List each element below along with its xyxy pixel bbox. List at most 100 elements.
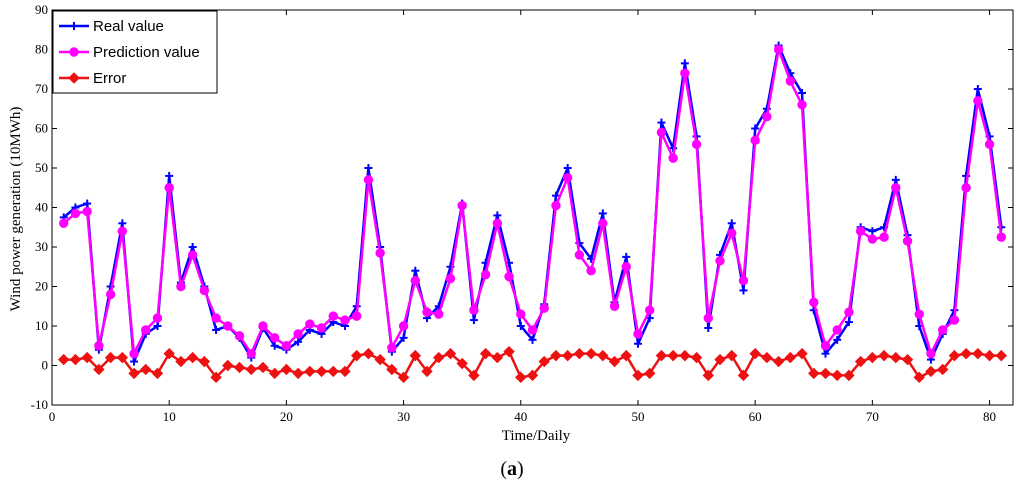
data-point-prediction-value xyxy=(703,313,713,323)
series-lines xyxy=(58,41,1007,384)
data-point-real-value xyxy=(622,252,631,261)
data-point-prediction-value xyxy=(352,311,362,321)
y-tick-label: 60 xyxy=(35,121,48,136)
data-point-prediction-value xyxy=(152,313,163,323)
data-point-prediction-value xyxy=(574,250,585,260)
data-point-real-value xyxy=(598,209,607,218)
data-point-prediction-value xyxy=(375,248,385,258)
data-point-error xyxy=(292,367,304,380)
data-point-prediction-value xyxy=(316,323,327,333)
data-point-error xyxy=(116,351,129,364)
legend-marker xyxy=(70,22,78,30)
data-point-prediction-value xyxy=(516,309,526,319)
data-point-prediction-value xyxy=(293,329,303,339)
y-tick-label: 90 xyxy=(35,2,48,17)
data-point-error xyxy=(573,347,586,360)
data-point-prediction-value xyxy=(457,200,467,211)
legend-label: Error xyxy=(93,70,126,87)
data-point-error xyxy=(714,353,726,366)
x-tick-label: 10 xyxy=(163,409,176,424)
x-tick-label: 60 xyxy=(749,409,762,424)
data-point-prediction-value xyxy=(961,183,971,193)
data-point-error xyxy=(925,365,937,378)
data-point-error xyxy=(362,347,375,360)
data-point-prediction-value xyxy=(762,111,772,122)
data-point-error xyxy=(433,351,445,364)
legend-marker xyxy=(68,72,80,84)
data-point-error xyxy=(491,351,504,364)
data-point-prediction-value xyxy=(281,341,292,351)
data-point-prediction-value xyxy=(926,348,936,359)
data-point-prediction-value xyxy=(586,266,596,276)
data-point-real-value xyxy=(973,85,982,93)
data-point-prediction-value xyxy=(434,309,444,319)
data-point-error xyxy=(304,365,316,378)
data-point-prediction-value xyxy=(680,68,690,78)
data-point-real-value xyxy=(891,175,900,184)
x-axis-label: Time/Daily xyxy=(502,428,571,444)
data-point-real-value xyxy=(739,286,748,295)
data-point-prediction-value xyxy=(727,228,737,238)
series-line-prediction-value xyxy=(62,48,1003,355)
data-point-prediction-value xyxy=(504,271,514,282)
data-point-error xyxy=(761,351,773,364)
data-point-error xyxy=(327,365,339,378)
data-point-error xyxy=(819,367,832,380)
data-point-prediction-value xyxy=(129,348,139,359)
data-point-prediction-value xyxy=(199,285,210,296)
data-point-error xyxy=(772,355,785,368)
data-point-error xyxy=(198,355,211,368)
data-point-prediction-value xyxy=(59,218,69,229)
data-point-prediction-value xyxy=(176,281,186,292)
data-point-error xyxy=(679,349,691,362)
data-point-error xyxy=(995,349,1007,362)
data-point-prediction-value xyxy=(668,153,678,163)
data-point-error xyxy=(175,355,187,368)
legend-item-prediction-value: Prediction value xyxy=(59,44,200,61)
data-point-error xyxy=(585,347,597,360)
data-point-real-value xyxy=(528,335,537,344)
data-point-error xyxy=(245,363,257,376)
data-point-real-value xyxy=(270,341,279,350)
data-point-error xyxy=(749,347,761,360)
data-point-prediction-value xyxy=(410,275,421,286)
data-point-prediction-value xyxy=(949,315,960,325)
data-point-real-value xyxy=(165,171,174,180)
data-point-prediction-value xyxy=(551,200,561,211)
data-point-prediction-value xyxy=(609,301,620,311)
data-point-prediction-value xyxy=(164,183,174,193)
data-point-prediction-value xyxy=(234,331,245,341)
data-point-error xyxy=(93,363,105,376)
data-point-prediction-value xyxy=(328,311,338,321)
data-point-prediction-value xyxy=(621,262,631,272)
data-point-error xyxy=(608,355,621,368)
y-axis-label: Wind power generation (10MWh) xyxy=(8,107,24,312)
data-point-error xyxy=(796,347,808,360)
data-point-prediction-value xyxy=(562,173,573,183)
y-tick-label: 10 xyxy=(35,318,48,333)
data-point-error xyxy=(854,355,867,368)
data-point-real-value xyxy=(868,227,877,236)
data-point-real-value xyxy=(294,337,303,346)
data-point-real-value xyxy=(704,323,713,332)
data-point-real-value xyxy=(844,318,853,327)
legend-marker xyxy=(69,47,79,57)
data-point-real-value xyxy=(130,357,139,366)
legend-label: Prediction value xyxy=(93,44,200,61)
x-tick-label: 50 xyxy=(631,409,644,424)
data-point-error xyxy=(222,359,234,372)
data-point-prediction-value xyxy=(469,305,479,315)
data-point-error xyxy=(257,361,269,374)
data-point-error xyxy=(409,349,422,362)
data-point-real-value xyxy=(563,164,572,172)
data-point-prediction-value xyxy=(305,319,315,329)
data-point-error xyxy=(948,349,961,362)
data-point-prediction-value xyxy=(644,305,655,315)
data-point-error xyxy=(233,361,246,374)
data-point-error xyxy=(936,363,949,376)
data-point-prediction-value xyxy=(984,139,995,150)
y-tick-label: 40 xyxy=(35,200,48,215)
data-point-prediction-value xyxy=(750,135,760,146)
